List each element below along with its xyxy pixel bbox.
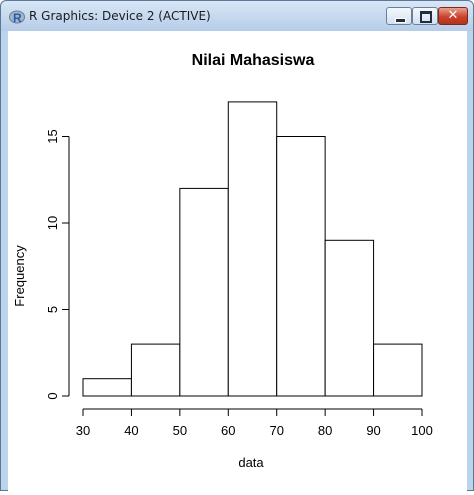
minimize-icon [395,18,406,23]
plot-area: Nilai Mahasiswa data Frequency 30 40 50 60 7… [8,31,467,491]
histogram-bar [373,343,423,397]
maximize-button[interactable] [412,7,438,25]
y-tick-label: 10 [45,216,60,230]
x-tick-label: 60 [221,423,235,438]
histogram-bar [82,378,132,397]
x-tick-label: 30 [76,423,90,438]
histogram-bar [276,136,326,397]
y-tick-label: 0 [45,392,60,399]
y-tick-label: 5 [45,306,60,313]
close-button[interactable]: ✕ [438,7,468,25]
histogram-bar [130,343,181,397]
x-tick-label: 70 [269,423,283,438]
x-tick-label: 100 [411,423,433,438]
x-tick-label: 50 [173,423,187,438]
r-logo-icon: R [9,10,25,25]
y-axis-label: Frequency [12,245,27,307]
histogram-bar [227,101,278,397]
x-tick-label: 90 [366,423,380,438]
x-axis-label: data [238,455,264,470]
minimize-button[interactable] [386,7,412,25]
window-title: R Graphics: Device 2 (ACTIVE) [29,9,211,23]
x-tick-label: 40 [124,423,138,438]
svg-text:R: R [13,11,22,25]
y-tick-label: 15 [45,129,60,143]
histogram-bar [179,187,229,397]
maximize-icon [420,11,432,23]
close-icon: ✕ [447,8,459,23]
window-titlebar[interactable]: R R Graphics: Device 2 (ACTIVE) ✕ [1,1,473,31]
x-tick-label: 80 [318,423,332,438]
histogram-bar [324,239,375,397]
histogram-chart: Nilai Mahasiswa data Frequency 30 40 50 60 7… [12,52,433,470]
chart-title: Nilai Mahasiswa [192,52,315,69]
